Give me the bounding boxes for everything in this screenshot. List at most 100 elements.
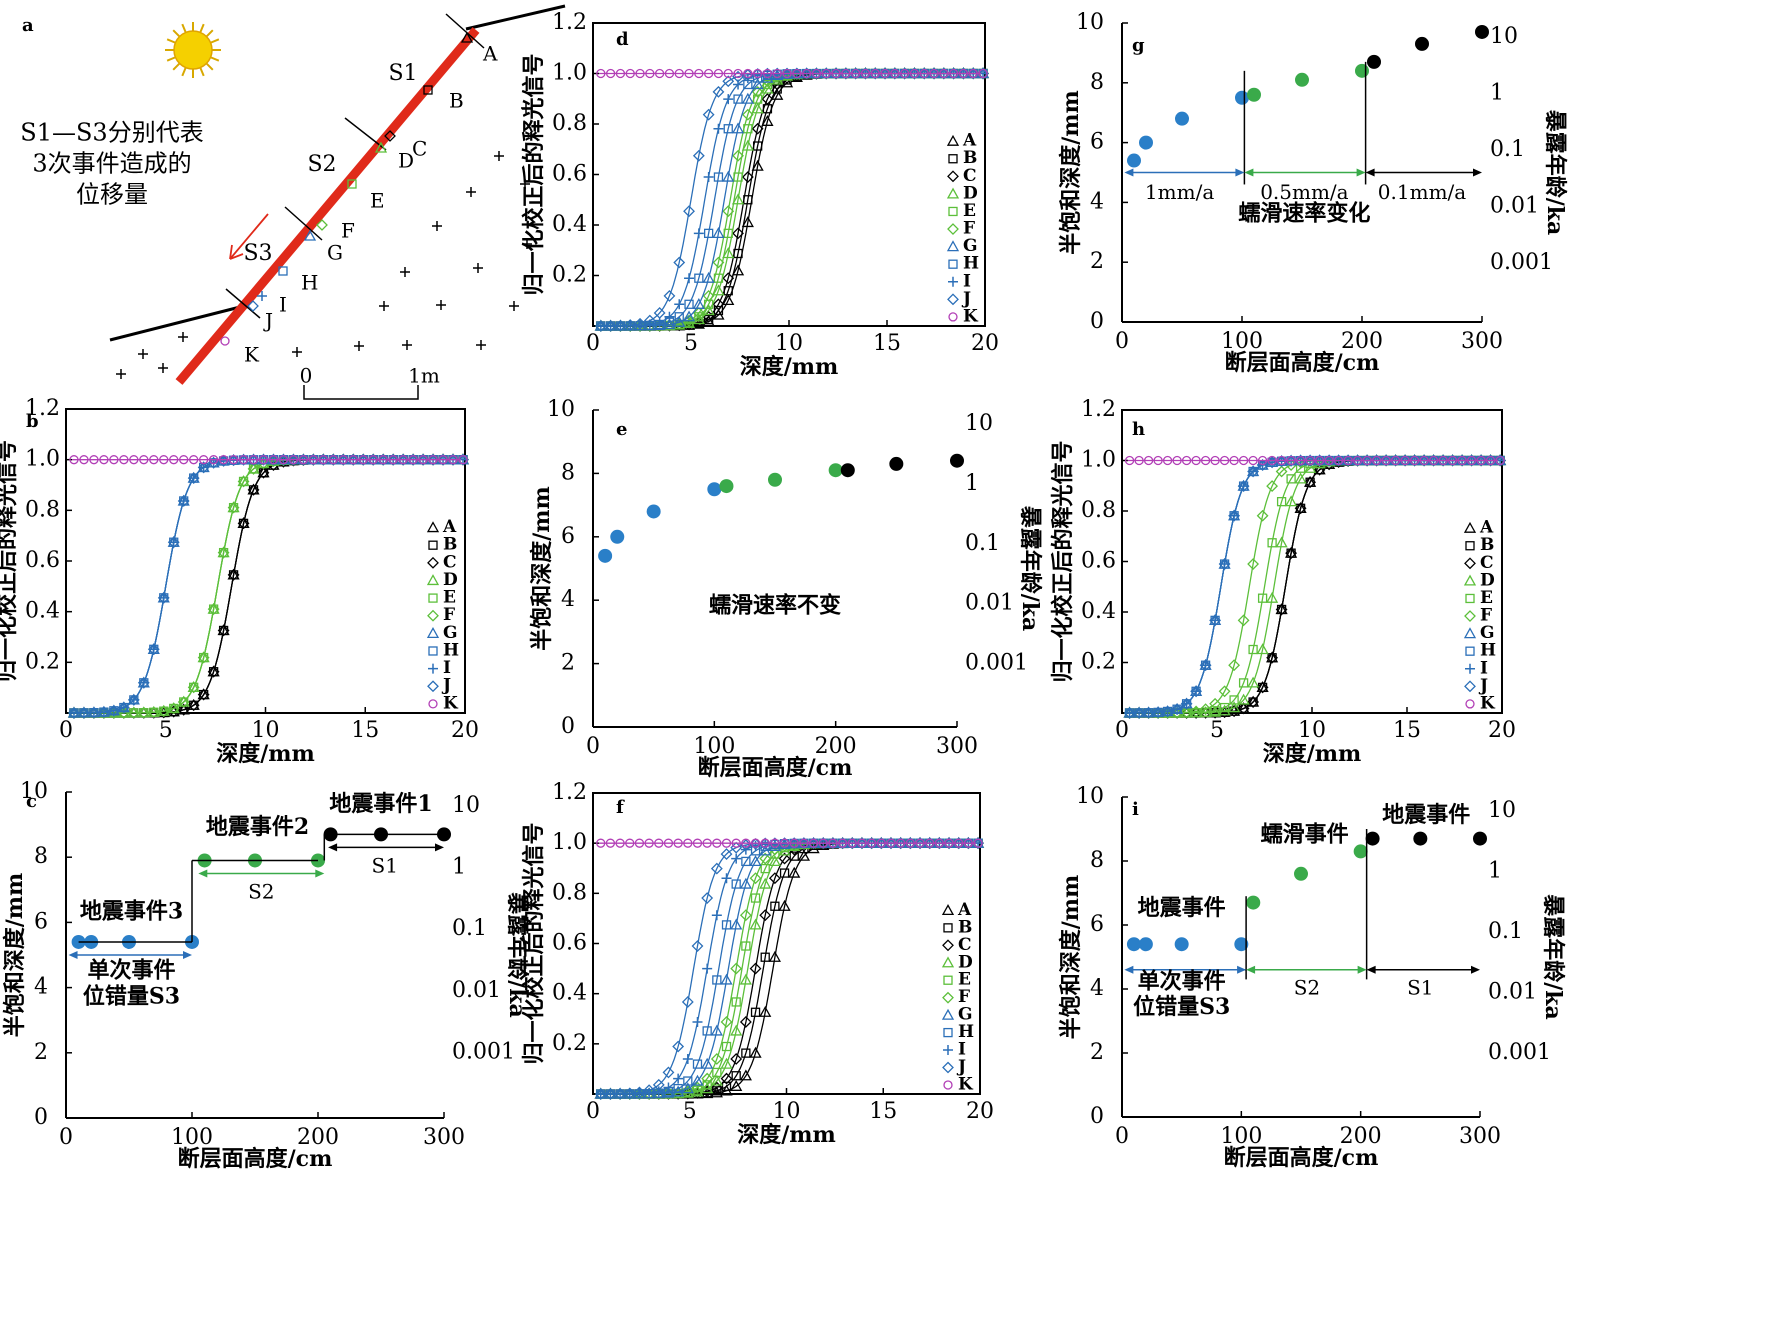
data-point-K: [288, 455, 299, 465]
series-E: [69, 455, 468, 718]
data-point-I: [673, 1073, 684, 1084]
data-point-D: [1294, 472, 1307, 484]
y2-tick-label: 0.1: [1490, 137, 1525, 162]
data-point-A: [710, 1086, 723, 1098]
data-point-B: [1286, 548, 1296, 558]
data-point-J: [643, 1084, 656, 1097]
y2-tick-label: 1: [1488, 858, 1502, 883]
data-point-K: [752, 68, 763, 79]
y-tick-label: 0: [561, 714, 575, 739]
data-point-E: [731, 997, 741, 1007]
data-point-H: [712, 975, 722, 985]
data-point-K: [159, 455, 169, 465]
data-point-K: [1257, 455, 1268, 466]
data-point-K: [169, 455, 179, 465]
data-point-K: [644, 838, 654, 848]
data-point-J: [127, 693, 140, 706]
data-point-H: [692, 1059, 703, 1069]
data-point-F: [1180, 706, 1193, 719]
data-point-K: [741, 838, 751, 848]
data-point-6: [1353, 844, 1368, 859]
data-point-K: [1333, 455, 1344, 466]
legend-marker-H: [948, 259, 958, 269]
data-point-F: [749, 872, 762, 885]
data-point-D: [778, 844, 791, 856]
data-point-K: [1172, 455, 1182, 466]
data-point-J: [1190, 685, 1203, 698]
data-point-K: [605, 68, 616, 79]
legend-marker-J: [942, 1061, 954, 1074]
legend-label-E: E: [1480, 588, 1493, 608]
data-point-C: [217, 624, 230, 637]
series-line-D: [598, 72, 982, 327]
data-point-F: [741, 108, 754, 121]
data-point-K: [1181, 455, 1192, 466]
data-point-K: [69, 455, 79, 465]
data-point-J: [662, 1066, 675, 1079]
data-point-C: [197, 688, 210, 701]
annotation-seismic-event-left: 地震事件: [1138, 895, 1226, 921]
data-point-C: [761, 93, 774, 106]
data-point-F: [730, 962, 743, 975]
legend-marker-J: [1464, 680, 1476, 693]
data-point-G: [712, 227, 725, 239]
data-point-H: [673, 1083, 683, 1094]
x-tick-label: 20: [451, 718, 479, 743]
sample-label-A: A: [482, 42, 498, 66]
data-point-K: [398, 455, 408, 465]
data-point-C: [1256, 681, 1269, 694]
data-point-B: [750, 1007, 761, 1017]
data-point-F: [720, 1016, 733, 1028]
data-point-K: [208, 455, 219, 465]
data-point-J: [663, 289, 676, 302]
data-point-K: [948, 68, 959, 79]
data-point-F: [1209, 697, 1222, 710]
y2-tick-label: 1: [965, 471, 979, 496]
rock-plus-symbol: [178, 332, 188, 342]
data-point-J: [652, 1078, 665, 1091]
data-point-K: [750, 838, 761, 848]
data-point-K: [228, 455, 239, 465]
data-point-G: [702, 271, 715, 283]
annotation-seismic-event-right: 地震事件: [1382, 802, 1470, 828]
legend-label-J: J: [441, 676, 451, 696]
data-point-K: [1419, 455, 1429, 466]
data-point-K: [896, 838, 906, 848]
legend-marker-J: [427, 680, 439, 693]
data-point-K: [348, 455, 358, 465]
data-point-K: [458, 455, 468, 465]
data-point-K: [1343, 455, 1353, 466]
series-I: [1124, 455, 1506, 718]
y-tick-label: 0.4: [25, 599, 60, 624]
data-point-K: [818, 838, 828, 848]
panel-letter: d: [616, 29, 629, 50]
data-point-E: [1286, 474, 1296, 484]
y2-tick-label: 0.01: [1488, 979, 1537, 1004]
data-point-K: [929, 68, 939, 79]
data-point-2: [646, 504, 661, 519]
series-line-B: [1127, 459, 1499, 714]
data-point-C: [759, 909, 772, 922]
y-tick-label: 4: [561, 587, 575, 612]
x-tick-label: 15: [873, 331, 901, 356]
data-point-K: [596, 838, 606, 848]
data-point-C: [722, 272, 735, 285]
data-point-D: [731, 193, 745, 205]
plot-frame: [592, 792, 981, 1095]
sample-point-A: [460, 31, 474, 43]
data-point-A: [759, 1005, 772, 1017]
legend-label-J: J: [1478, 676, 1488, 696]
data-point-K: [199, 455, 209, 465]
data-point-G: [722, 170, 735, 182]
series-line-B: [598, 72, 982, 327]
y-axis-label: 归一化校正后的释光信号: [0, 440, 20, 682]
data-point-K: [831, 68, 841, 79]
data-point-J: [623, 1087, 636, 1100]
data-point-F: [751, 85, 764, 98]
sample-point-B: [423, 85, 433, 95]
y-tick-label: 10: [20, 779, 48, 804]
data-point-K: [218, 455, 229, 465]
y2-axis-label: 暴露年龄/ka: [1540, 893, 1566, 1020]
x-tick-label: 5: [684, 331, 698, 356]
